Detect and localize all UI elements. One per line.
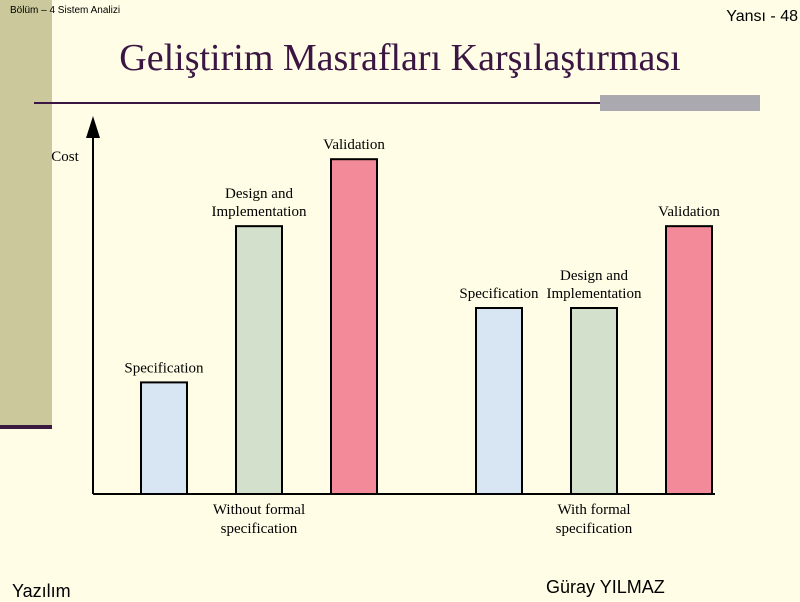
group-label-1: Without formal specification (213, 502, 305, 537)
y-axis-arrow (86, 116, 100, 138)
bar-label-2-3: Validation (658, 204, 720, 220)
left-decor-line (0, 425, 52, 429)
bar-label-1-3: Validation (323, 137, 385, 153)
bar-2-1 (475, 307, 523, 495)
y-axis-label: Cost (51, 149, 79, 165)
chapter-label: Bölüm – 4 Sistem Analizi (10, 5, 121, 16)
bar-1-3 (330, 158, 378, 495)
slide-number: Yansı - 48 (726, 8, 798, 25)
chart-labels: Cost Specification Design and Implementatio… (51, 137, 720, 537)
title-accent-bar (600, 95, 760, 111)
bar-2-2 (570, 307, 618, 495)
bar-label-2-2: Design and Implementation (547, 268, 642, 302)
bar-2-3 (665, 225, 713, 495)
left-decor-bar (0, 0, 52, 428)
bar-1-1 (140, 381, 188, 495)
chart-bars (140, 158, 713, 495)
footer-author: Güray YILMAZ (546, 577, 665, 597)
bar-label-1-2: Design and Implementation (212, 186, 307, 220)
bar-label-2-1: Specification (459, 286, 539, 302)
title-underline (34, 102, 760, 104)
group-label-2: With formal specification (556, 502, 633, 537)
bar-label-1-1: Specification (124, 360, 204, 376)
bar-1-2 (235, 225, 283, 495)
footer-course: Yazılım (12, 581, 71, 601)
slide-title: Geliştirim Masrafları Karşılaştırması (119, 37, 681, 79)
